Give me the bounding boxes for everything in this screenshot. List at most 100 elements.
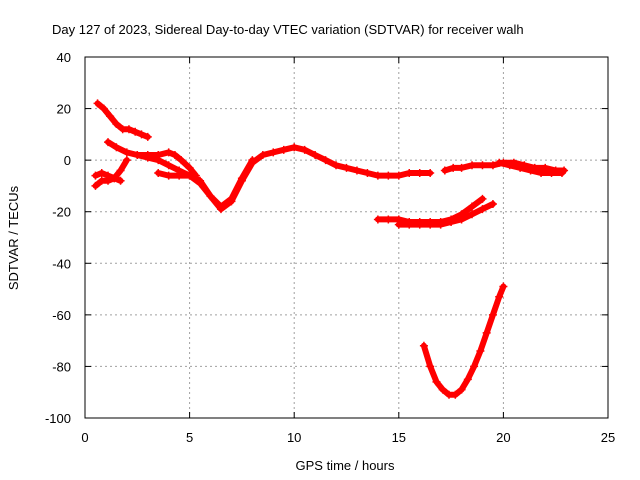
y-tick-label: 20 bbox=[57, 102, 71, 117]
data-point bbox=[373, 215, 382, 224]
data-point bbox=[449, 163, 458, 172]
data-point bbox=[175, 171, 184, 180]
x-tick-label: 15 bbox=[392, 430, 406, 445]
series-arc-c bbox=[91, 169, 125, 185]
data-point bbox=[112, 143, 121, 152]
data-point bbox=[91, 181, 100, 190]
data-point bbox=[321, 156, 330, 165]
data-point bbox=[476, 346, 485, 355]
data-point bbox=[227, 194, 236, 203]
data-point bbox=[131, 127, 140, 136]
data-point bbox=[478, 194, 487, 203]
x-axis-title: GPS time / hours bbox=[296, 458, 395, 473]
y-axis-title: SDTVAR / TECUs bbox=[6, 185, 21, 290]
data-point bbox=[557, 169, 566, 178]
y-tick-label: -100 bbox=[45, 411, 71, 426]
data-point bbox=[164, 161, 173, 170]
ticks: 0 5 10 15 20 25 -100 -80 -60 -40 -20 0 20 40 bbox=[45, 50, 615, 445]
data-point bbox=[352, 166, 361, 175]
data-point bbox=[488, 310, 497, 319]
y-tick-label: -40 bbox=[52, 256, 71, 271]
series-arc-k bbox=[495, 158, 566, 178]
data-point bbox=[499, 282, 508, 291]
series-arc-i bbox=[419, 282, 508, 399]
plot-frame bbox=[84, 56, 609, 419]
data-point bbox=[526, 166, 535, 175]
data-point bbox=[488, 199, 497, 208]
data-point bbox=[154, 150, 163, 159]
data-point bbox=[470, 362, 479, 371]
x-tick-label: 0 bbox=[81, 430, 88, 445]
data-point bbox=[137, 130, 146, 139]
data-point bbox=[478, 205, 487, 214]
data-point bbox=[237, 174, 246, 183]
data-point bbox=[177, 156, 186, 165]
data-point bbox=[405, 169, 414, 178]
data-point bbox=[495, 292, 504, 301]
data-point bbox=[447, 218, 456, 227]
y-tick-label: 0 bbox=[64, 153, 71, 168]
data-point bbox=[468, 210, 477, 219]
data-point bbox=[104, 171, 113, 180]
data-point bbox=[290, 143, 299, 152]
data-point bbox=[495, 158, 504, 167]
data-point bbox=[505, 161, 514, 170]
grid bbox=[85, 57, 608, 418]
data-point bbox=[311, 150, 320, 159]
data-point bbox=[91, 171, 100, 180]
y-tick-label: -60 bbox=[52, 308, 71, 323]
data-point bbox=[426, 220, 435, 229]
data-point bbox=[394, 171, 403, 180]
data-point bbox=[440, 166, 449, 175]
data-point bbox=[112, 120, 121, 129]
data-point bbox=[468, 202, 477, 211]
data-point bbox=[436, 220, 445, 229]
data-point bbox=[405, 220, 414, 229]
data-point bbox=[133, 150, 142, 159]
data-point bbox=[415, 169, 424, 178]
data-point bbox=[185, 171, 194, 180]
data-point bbox=[122, 148, 131, 157]
data-point bbox=[457, 163, 466, 172]
x-tick-label: 25 bbox=[601, 430, 615, 445]
data-point bbox=[216, 202, 225, 211]
y-tick-label: 40 bbox=[57, 50, 71, 65]
data-point bbox=[457, 215, 466, 224]
data-point bbox=[116, 176, 125, 185]
series-arc-f bbox=[154, 156, 257, 211]
x-tick-label: 20 bbox=[496, 430, 510, 445]
y-tick-label: -80 bbox=[52, 359, 71, 374]
data-point bbox=[332, 161, 341, 170]
data-point bbox=[342, 163, 351, 172]
chart-title: Day 127 of 2023, Sidereal Day-to-day VTE… bbox=[52, 22, 524, 37]
data-point bbox=[164, 171, 173, 180]
x-tick-label: 10 bbox=[287, 430, 301, 445]
data-point bbox=[170, 150, 179, 159]
data-point bbox=[269, 148, 278, 157]
data-point bbox=[426, 169, 435, 178]
data-point bbox=[206, 192, 215, 201]
data-point bbox=[468, 161, 477, 170]
data-point bbox=[110, 174, 119, 183]
series-arc-a bbox=[93, 99, 152, 141]
data-point bbox=[373, 171, 382, 180]
data-point bbox=[99, 104, 108, 113]
data-point bbox=[451, 390, 460, 399]
data-point bbox=[185, 163, 194, 172]
data-point bbox=[432, 377, 441, 386]
data-point bbox=[143, 132, 152, 141]
data-point bbox=[482, 328, 491, 337]
y-tick-label: -20 bbox=[52, 205, 71, 220]
data-point bbox=[106, 112, 115, 121]
data-point bbox=[196, 176, 205, 185]
series-band bbox=[395, 201, 496, 228]
data-point bbox=[457, 385, 466, 394]
data-point bbox=[116, 166, 125, 175]
data-point bbox=[300, 145, 309, 154]
data-point bbox=[516, 163, 525, 172]
data-point bbox=[258, 150, 267, 159]
data-point bbox=[97, 169, 106, 178]
data-point bbox=[537, 169, 546, 178]
